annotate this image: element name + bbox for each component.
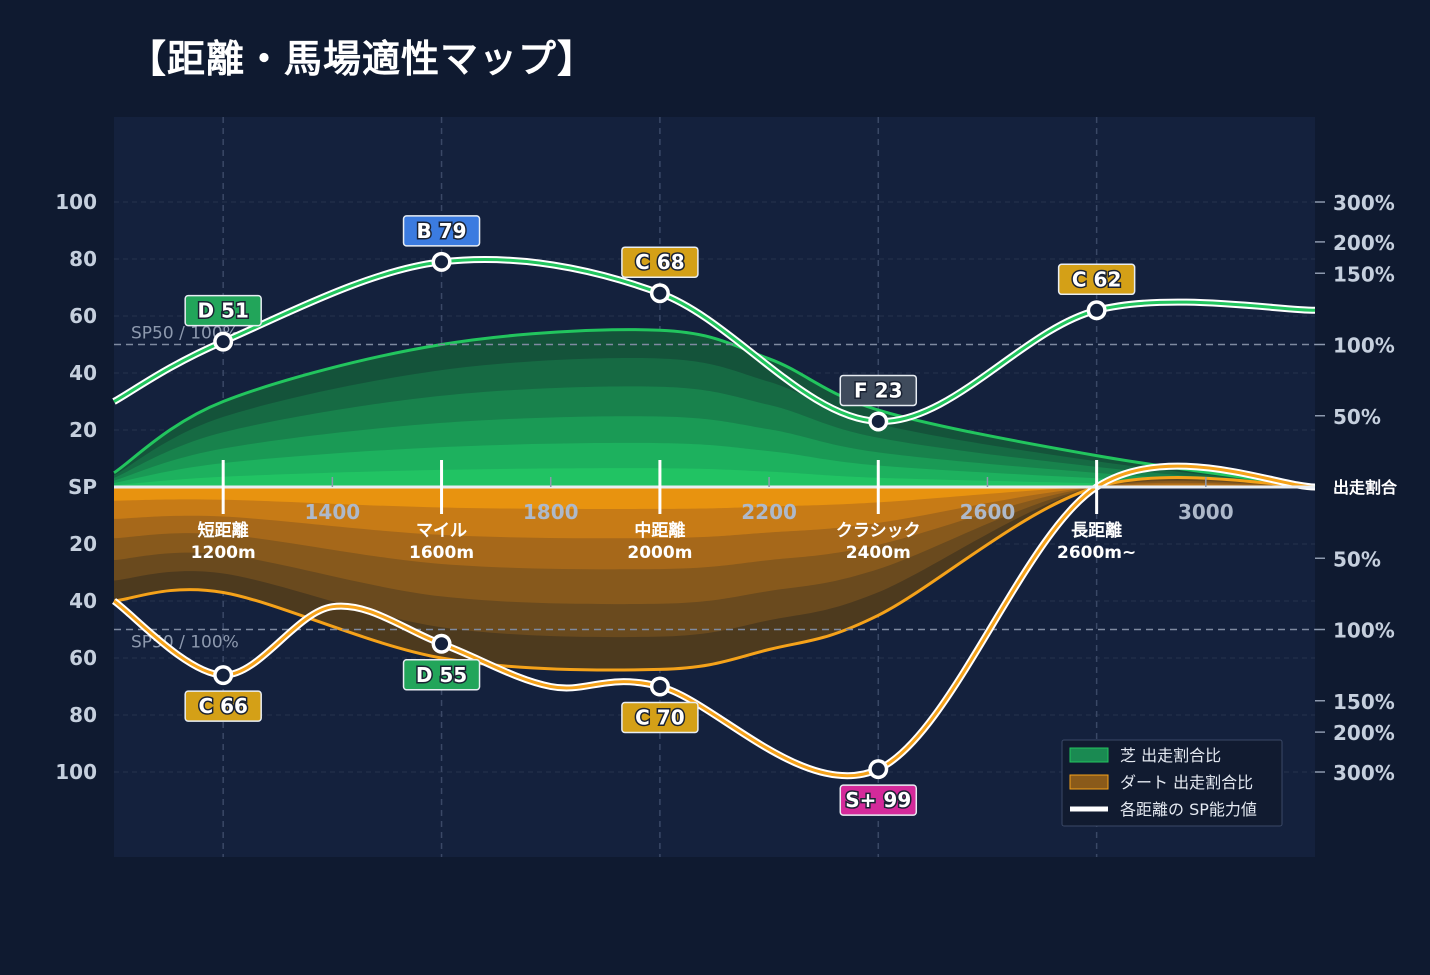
page-title: 【距離・馬場適性マップ】 <box>128 37 597 81</box>
category-name: クラシック <box>836 521 921 541</box>
y-tick-center: SP <box>68 475 97 499</box>
x-tick-1400: 1400 <box>305 500 361 524</box>
turf-ratio-outline <box>113 328 1316 489</box>
turf-marker-inner <box>216 335 230 349</box>
dirt-marker-inner <box>653 680 667 693</box>
dirt-grade-badge-bg <box>621 701 699 734</box>
right-tick-bottom: 300% <box>1333 761 1395 785</box>
y-tick-bottom-60: 60 <box>69 646 97 670</box>
right-tick-top: 300% <box>1333 191 1395 215</box>
dirt-grade-badge: S+ 99 <box>845 788 911 812</box>
turf-grade-badge-bg <box>184 294 262 327</box>
turf-grade-badge: C 68 <box>635 250 684 274</box>
axes: 100 80 60 40 20 20 40 60 80 100 SP 300% 200% 150% 100%… <box>55 190 1398 785</box>
x-tick-2600: 2600 <box>960 500 1016 524</box>
turf-grade-badge-bg <box>1057 263 1136 296</box>
legend-swatch <box>1069 774 1109 790</box>
reference-label-bottom: SP50 / 100% <box>131 633 239 653</box>
legend-swatch <box>1069 747 1109 763</box>
turf-ratio-band <box>114 468 1315 487</box>
turf-grade-badge: C 62 <box>1072 267 1121 291</box>
right-tick-bottom: 200% <box>1333 721 1395 745</box>
reference-label-top: SP50 / 100% <box>131 324 239 344</box>
dirt-grade-badge: C 66 <box>198 694 247 718</box>
right-tick-top: 50% <box>1333 405 1381 429</box>
dirt-sp-line <box>113 464 1316 778</box>
category-name: マイル <box>416 521 467 541</box>
y-tick-bottom-40: 40 <box>69 589 97 613</box>
dirt-grade-badge: C 70 <box>635 706 684 730</box>
sp-markers: D 51 B 79 C 68 F 23 C 62 C 66 D 55 C 70 S+ 99 <box>184 215 1136 816</box>
dirt-marker-inner <box>435 637 449 651</box>
y-tick-bottom-20: 20 <box>69 532 97 556</box>
dirt-ratio-band <box>114 485 1315 509</box>
turf-marker-inner <box>871 414 885 428</box>
dirt-grade-badge-bg <box>402 659 481 691</box>
category-name: 長距離 <box>1071 520 1122 541</box>
legend-label: 各距離の SP能力値 <box>1120 800 1257 819</box>
ratio-areas <box>113 328 1316 672</box>
dirt-marker-inner <box>871 762 885 776</box>
dirt-grade-badge-bg <box>184 690 262 722</box>
category-distance: 1600m <box>409 543 474 563</box>
dirt-grade-badge-bg <box>839 784 918 816</box>
category-name: 短距離 <box>198 520 249 541</box>
y-tick-top-20: 20 <box>69 418 97 442</box>
y-tick-bottom-80: 80 <box>69 703 97 727</box>
category-name: 中距離 <box>634 520 685 541</box>
right-tick-top: 100% <box>1333 334 1395 358</box>
right-tick-top: 200% <box>1333 231 1395 255</box>
category-distance: 2000m <box>627 543 692 563</box>
x-tick-3000: 3000 <box>1178 500 1234 524</box>
y-tick-top-60: 60 <box>69 304 97 328</box>
category-distance: 2600m~ <box>1057 543 1136 563</box>
y-tick-top-40: 40 <box>69 361 97 385</box>
y-tick-bottom-100: 100 <box>55 760 97 784</box>
turf-grade-badge-bg <box>621 246 699 278</box>
turf-grade-badge: F 23 <box>854 378 902 402</box>
x-tick-1800: 1800 <box>523 500 579 524</box>
y-tick-top-80: 80 <box>69 247 97 271</box>
right-tick-bottom: 100% <box>1333 619 1395 643</box>
legend-box <box>1061 739 1283 827</box>
legend-label: ダート 出走割合比 <box>1120 773 1253 792</box>
category-distance: 2400m <box>846 543 911 563</box>
turf-grade-badge: B 79 <box>417 219 467 243</box>
turf-marker-inner <box>435 255 449 269</box>
turf-grade-badge-bg <box>839 374 918 407</box>
turf-marker-inner <box>653 286 667 300</box>
x-tick-2200: 2200 <box>741 500 797 524</box>
category-distance: 1200m <box>191 543 256 563</box>
legend-label: 芝 出走割合比 <box>1120 746 1221 765</box>
right-tick-center: 出走割合 <box>1333 478 1398 497</box>
turf-grade-badge-bg <box>402 215 481 247</box>
right-tick-bottom: 150% <box>1333 690 1395 714</box>
y-tick-top-100: 100 <box>55 190 97 214</box>
right-tick-top: 150% <box>1333 262 1395 286</box>
dirt-marker-inner <box>216 668 230 682</box>
turf-marker-inner <box>1090 303 1104 317</box>
right-tick-bottom: 50% <box>1333 547 1381 571</box>
turf-grade-badge: D 51 <box>197 299 248 323</box>
dirt-grade-badge: D 55 <box>416 663 467 687</box>
